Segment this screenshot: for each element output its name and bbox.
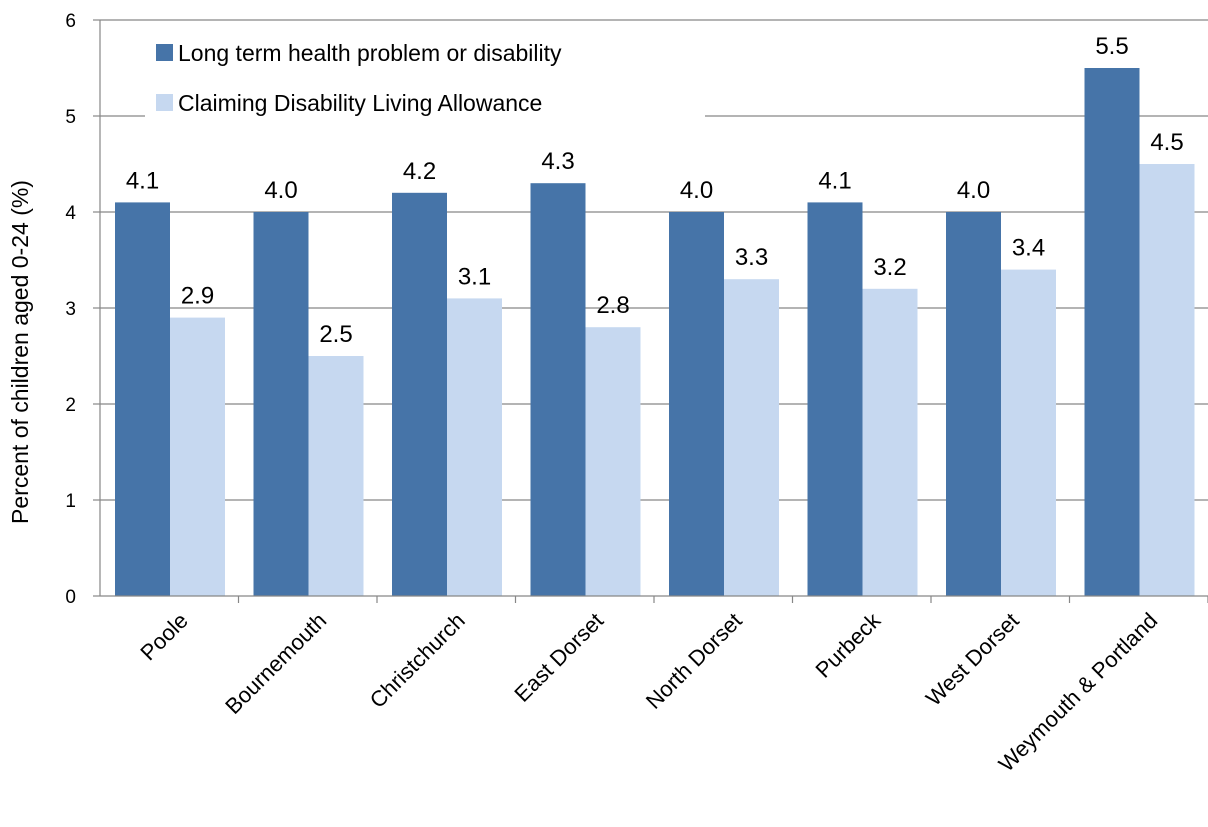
- bar-health-problem: [669, 212, 724, 596]
- bar-dla: [308, 356, 364, 596]
- legend-background: [145, 30, 705, 120]
- y-tick-labels: 0 1 2 3 4 5 6: [65, 11, 76, 608]
- category-label: Christchurch: [365, 608, 470, 713]
- legend-box: [145, 30, 705, 120]
- bar-health-problem: [807, 202, 863, 596]
- data-label: 4.5: [1150, 129, 1183, 156]
- legend: Long term health problem or disability Cl…: [156, 40, 562, 116]
- y-tick-label: 1: [65, 491, 76, 512]
- data-label: 2.8: [596, 292, 629, 319]
- y-tick-label: 5: [65, 107, 76, 128]
- category-label: Bournemouth: [220, 608, 331, 719]
- y-tick-label: 4: [65, 203, 76, 224]
- data-label: 4.3: [541, 148, 574, 175]
- category-label: East Dorset: [509, 608, 608, 707]
- y-tick-label: 0: [65, 587, 76, 608]
- bar-health-problem: [115, 202, 170, 596]
- bar-health-problem: [1084, 68, 1140, 596]
- bar-dla: [1139, 164, 1195, 596]
- category-label: North Dorset: [641, 608, 747, 714]
- data-label: 3.1: [458, 263, 491, 290]
- bar-dla: [447, 298, 502, 596]
- data-label: 3.2: [873, 254, 906, 281]
- legend-label: Long term health problem or disability: [178, 40, 562, 66]
- bar-dla: [170, 317, 225, 596]
- y-axis-title: Percent of children aged 0-24 (%): [7, 180, 33, 524]
- category-label: Weymouth & Portland: [994, 608, 1163, 777]
- category-label: Purbeck: [811, 607, 886, 682]
- data-label: 3.3: [735, 244, 768, 271]
- axes: [93, 19, 1208, 603]
- data-label: 4.1: [818, 167, 851, 194]
- category-label: West Dorset: [921, 608, 1024, 711]
- y-tick-label: 2: [65, 395, 76, 416]
- data-label: 4.0: [264, 177, 297, 204]
- data-label: 4.2: [403, 158, 436, 185]
- data-label: 2.5: [319, 321, 352, 348]
- data-label: 4.0: [957, 177, 990, 204]
- data-label: 5.5: [1095, 33, 1128, 60]
- y-tick-label: 6: [65, 11, 76, 32]
- legend-label: Claiming Disability Living Allowance: [178, 90, 542, 116]
- legend-swatch: [156, 44, 173, 61]
- bar-health-problem: [392, 192, 447, 597]
- data-label: 2.9: [181, 283, 214, 310]
- bar-dla: [724, 279, 779, 596]
- y-tick-label: 3: [65, 299, 76, 320]
- data-label: 4.1: [126, 167, 159, 194]
- bar-health-problem: [253, 212, 309, 596]
- bar-health-problem: [946, 212, 1001, 596]
- data-label: 3.4: [1012, 235, 1045, 262]
- legend-swatch: [156, 94, 173, 111]
- bar-dla: [585, 327, 641, 596]
- bar-health-problem: [530, 183, 586, 596]
- bar-dla: [862, 288, 918, 596]
- bar-dla: [1001, 269, 1056, 596]
- category-labels: Poole Bournemouth Christchurch East Dorset N…: [135, 607, 1162, 776]
- data-labels: 4.1 2.9 4.0 2.5 4.2 3.1 4.3 2.8 4.0 3.3 4.1 3.2 4.0 3…: [126, 33, 1184, 348]
- category-label: Poole: [135, 608, 192, 665]
- data-label: 4.0: [680, 177, 713, 204]
- bars: [115, 68, 1195, 597]
